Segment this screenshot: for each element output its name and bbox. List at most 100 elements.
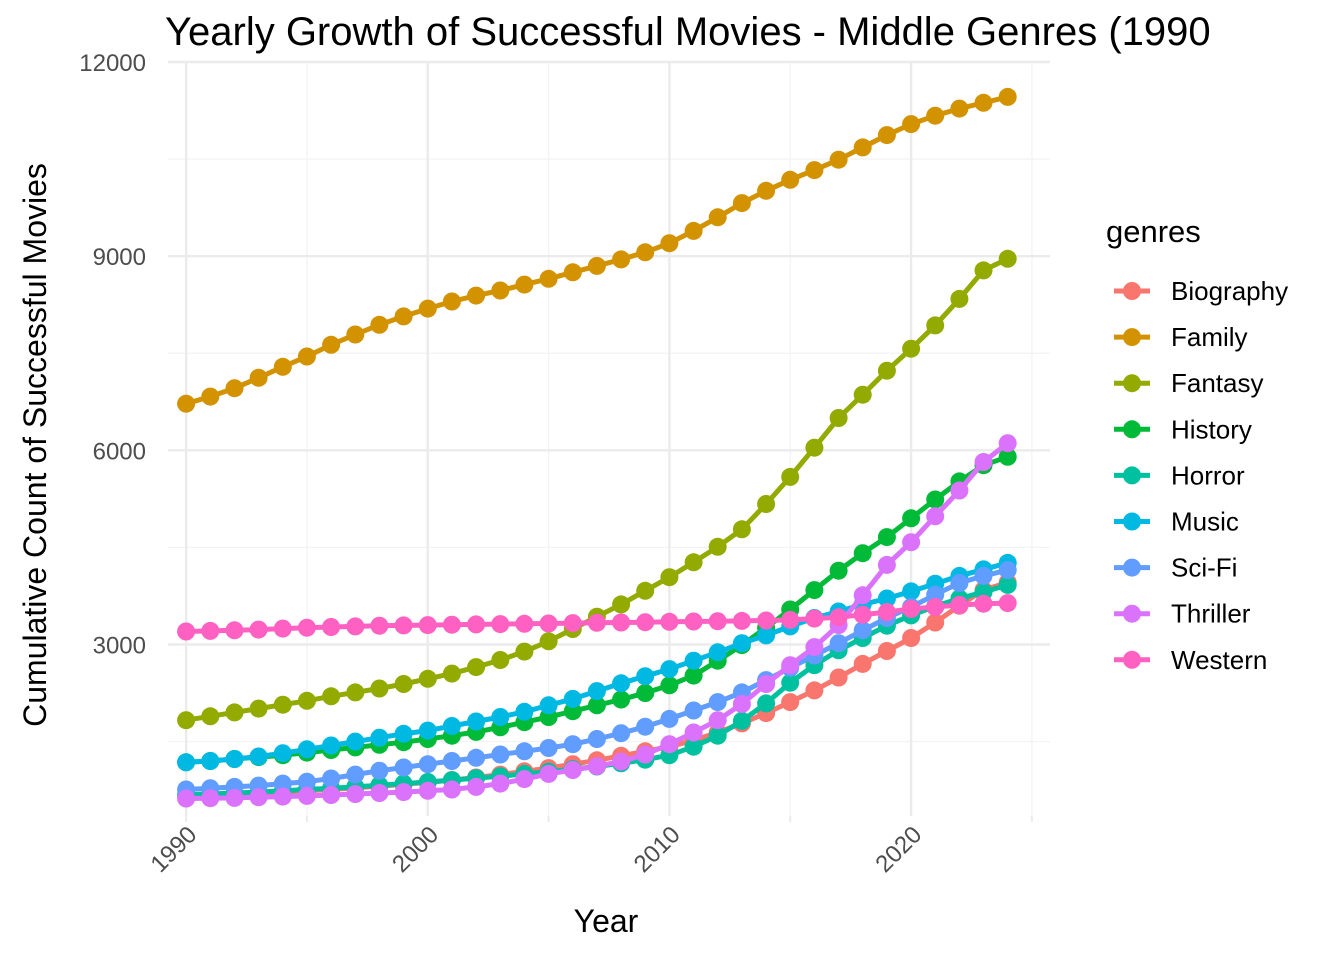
data-point	[273, 774, 292, 793]
data-point	[757, 611, 776, 630]
data-point	[418, 299, 437, 318]
data-point	[636, 684, 655, 702]
data-point	[418, 616, 437, 635]
data-point	[805, 438, 824, 457]
data-point	[394, 783, 413, 802]
data-point	[660, 612, 679, 631]
data-point	[926, 598, 945, 616]
data-point	[853, 621, 872, 640]
data-point	[902, 115, 921, 134]
data-point	[491, 615, 510, 634]
data-point	[346, 325, 365, 344]
data-point	[877, 361, 896, 380]
data-point	[273, 787, 292, 806]
data-point	[926, 316, 945, 335]
x-tick-label: 2000	[387, 821, 444, 878]
data-point	[877, 528, 896, 547]
data-point	[757, 626, 776, 645]
data-point	[636, 243, 655, 262]
data-point	[394, 307, 413, 326]
data-point	[998, 249, 1017, 268]
data-point	[974, 453, 993, 471]
data-point	[587, 256, 606, 275]
x-axis-title: Year	[574, 903, 639, 939]
legend-label: History	[1171, 414, 1252, 444]
data-point	[902, 599, 921, 618]
data-point	[877, 555, 896, 574]
legend-item: Family	[1114, 322, 1248, 352]
data-point	[249, 699, 268, 718]
data-point	[418, 669, 437, 688]
x-axis: 1990 2000 2010 2020	[146, 816, 1033, 878]
y-tick-label: 9000	[93, 244, 146, 271]
legend-key-point	[1123, 512, 1141, 531]
data-point	[539, 764, 558, 783]
data-point	[684, 612, 703, 631]
data-point	[201, 621, 220, 640]
data-point	[805, 609, 824, 628]
data-point	[297, 786, 316, 805]
data-point	[515, 742, 534, 761]
data-point	[539, 269, 558, 288]
data-point	[781, 693, 800, 712]
data-point	[515, 275, 534, 294]
y-tick-label: 6000	[93, 438, 146, 465]
data-point	[829, 409, 848, 427]
data-point	[732, 194, 751, 213]
data-point	[297, 772, 316, 791]
data-point	[902, 582, 921, 601]
data-point	[805, 638, 824, 657]
y-axis: 3000 6000 9000 12000	[79, 50, 146, 659]
x-tick-label: 2010	[629, 821, 686, 878]
data-point	[346, 765, 365, 784]
data-point	[491, 281, 510, 300]
data-point	[660, 735, 679, 754]
data-point	[322, 335, 341, 354]
data-point	[177, 711, 196, 730]
data-point	[612, 674, 631, 693]
legend-label: Biography	[1171, 276, 1288, 306]
data-point	[442, 615, 461, 634]
data-point	[249, 620, 268, 639]
data-point	[467, 286, 486, 305]
data-point	[587, 696, 606, 715]
legend-item: Western	[1114, 645, 1267, 675]
data-point	[322, 687, 341, 706]
data-point	[660, 660, 679, 679]
data-point	[587, 682, 606, 701]
data-point	[998, 447, 1017, 466]
data-point	[539, 632, 558, 651]
data-point	[829, 668, 848, 687]
data-point	[612, 250, 631, 269]
legend-item: Fantasy	[1114, 368, 1264, 398]
data-point	[998, 594, 1017, 613]
data-point	[684, 221, 703, 240]
data-point	[781, 656, 800, 675]
data-point	[515, 614, 534, 633]
data-point	[587, 730, 606, 748]
legend-key-point	[1123, 282, 1141, 300]
data-point	[322, 786, 341, 804]
data-point	[926, 613, 945, 632]
data-point	[805, 681, 824, 700]
data-point	[877, 589, 896, 608]
x-tick-label: 2020	[870, 821, 927, 878]
data-point	[370, 679, 389, 698]
legend-label: Western	[1171, 645, 1267, 675]
series-sci-fi	[177, 561, 1017, 799]
data-point	[442, 664, 461, 683]
legend-key-point	[1123, 420, 1141, 439]
data-point	[950, 481, 969, 500]
data-point	[491, 774, 510, 793]
data-point	[346, 617, 365, 636]
data-point	[684, 723, 703, 742]
data-point	[853, 138, 872, 157]
data-point	[297, 740, 316, 759]
data-point	[563, 689, 582, 708]
legend-label: Family	[1171, 322, 1248, 352]
data-point	[708, 537, 727, 556]
data-point	[636, 581, 655, 600]
data-point	[249, 747, 268, 766]
data-point	[394, 675, 413, 693]
data-point	[322, 769, 341, 788]
